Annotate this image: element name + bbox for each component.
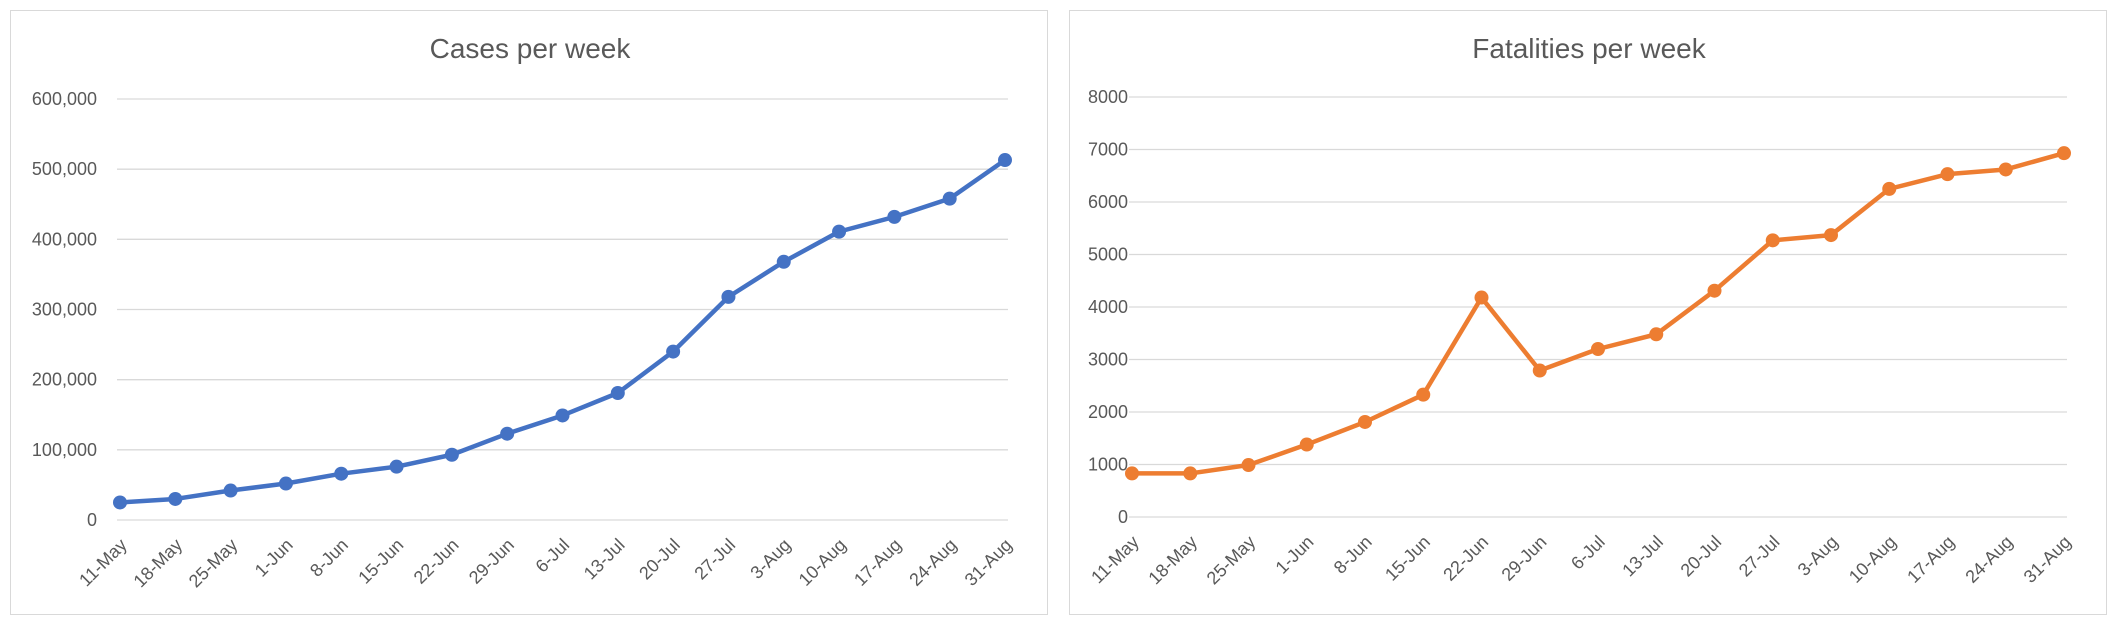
data-point	[1299, 437, 1314, 452]
data-point	[1241, 458, 1256, 473]
data-point	[998, 153, 1012, 168]
fatalities-chart-panel: Fatalities per week 0 1000 2000 3000 4000 500…	[1069, 10, 2107, 615]
x-tick-label: 24-Aug	[905, 535, 960, 590]
x-tick-label: 29-Jun	[465, 535, 518, 588]
x-tick-label: 20-Jul	[1677, 532, 1726, 581]
cases-chart-panel: Cases per week 0 100,000 200,000 300,000 400…	[10, 10, 1048, 615]
x-tick-label: 29-Jun	[1498, 532, 1551, 585]
data-point	[1940, 167, 1955, 182]
x-tick-label: 25-May	[185, 535, 242, 592]
data-point	[389, 459, 404, 474]
x-tick-label: 22-Jun	[410, 535, 463, 588]
x-tick-label: 10-Aug	[1845, 532, 1900, 587]
data-point	[1765, 233, 1780, 248]
x-tick-label: 8-Jun	[1330, 532, 1376, 578]
x-tick-label: 22-Jun	[1439, 532, 1492, 585]
y-tick-label: 100,000	[32, 440, 97, 460]
data-point	[555, 408, 570, 423]
y-tick-label: 7000	[1088, 140, 1128, 160]
chart-title: Cases per week	[430, 33, 632, 64]
data-point	[1649, 327, 1664, 342]
y-tick-label: 3000	[1088, 350, 1128, 370]
fatalities-line-chart: Fatalities per week 0 1000 2000 3000 4000 500…	[1087, 33, 2075, 589]
y-tick-label: 1000	[1088, 455, 1128, 475]
x-tick-label: 18-May	[1144, 532, 1201, 589]
data-point	[1532, 363, 1547, 378]
series-line	[1129, 150, 2067, 476]
x-tick-label: 17-Aug	[850, 535, 905, 590]
data-point	[666, 344, 681, 359]
y-tick-label: 0	[87, 510, 97, 530]
data-point	[2057, 146, 2071, 161]
data-point	[500, 426, 515, 441]
x-tick-label: 10-Aug	[795, 535, 850, 590]
data-point	[832, 224, 847, 239]
y-tick-label: 500,000	[32, 159, 97, 179]
x-tick-label: 24-Aug	[1961, 532, 2016, 587]
x-tick-label: 6-Jul	[1567, 532, 1609, 574]
x-tick-label: 6-Jul	[532, 535, 574, 577]
data-point	[776, 254, 791, 269]
y-tick-label: 300,000	[32, 300, 97, 320]
y-tick-label: 8000	[1088, 87, 1128, 107]
y-tick-label: 5000	[1088, 245, 1128, 265]
data-point	[1824, 228, 1838, 243]
data-point	[223, 483, 238, 498]
x-tick-label: 31-Aug	[2020, 532, 2075, 587]
y-tick-label: 6000	[1088, 192, 1128, 212]
x-tick-label: 18-May	[130, 535, 187, 592]
data-point	[887, 209, 902, 224]
x-tick-label: 3-Aug	[746, 535, 794, 583]
series-line	[117, 157, 1008, 505]
data-point	[1882, 181, 1897, 196]
data-point	[942, 191, 957, 206]
y-tick-label: 0	[1118, 507, 1128, 527]
x-tick-label: 31-Aug	[961, 535, 1016, 590]
data-point	[1707, 283, 1722, 298]
data-point	[444, 447, 459, 462]
y-tick-label: 400,000	[32, 229, 97, 249]
x-tick-label: 11-May	[1087, 532, 1143, 588]
y-tick-label: 2000	[1088, 402, 1128, 422]
data-point	[1474, 290, 1489, 305]
y-tick-label: 600,000	[32, 89, 97, 109]
data-point	[1416, 387, 1431, 402]
chart-title: Fatalities per week	[1472, 33, 1706, 64]
x-tick-label: 11-May	[75, 535, 131, 591]
data-point	[721, 289, 736, 304]
x-tick-label: 1-Jun	[251, 535, 297, 581]
data-point	[1125, 466, 1139, 481]
data-point	[278, 476, 293, 491]
data-point	[1358, 414, 1372, 429]
y-tick-label: 200,000	[32, 370, 97, 390]
x-tick-label: 13-Jul	[1618, 532, 1667, 581]
data-point	[1591, 342, 1605, 356]
x-tick-label: 8-Jun	[306, 535, 352, 581]
x-tick-label: 27-Jul	[690, 535, 739, 584]
data-point	[1998, 162, 2013, 177]
data-point	[1183, 466, 1198, 481]
x-tick-label: 15-Jun	[354, 535, 407, 588]
x-tick-label: 27-Jul	[1735, 532, 1784, 581]
x-tick-label: 20-Jul	[635, 535, 684, 584]
data-point	[610, 385, 625, 400]
x-tick-label: 3-Aug	[1794, 532, 1842, 580]
x-tick-label: 1-Jun	[1272, 532, 1318, 578]
x-tick-label: 17-Aug	[1903, 532, 1958, 587]
x-tick-label: 15-Jun	[1381, 532, 1434, 585]
data-point	[334, 466, 349, 481]
cases-line-chart: Cases per week 0 100,000 200,000 300,000 400…	[32, 33, 1016, 592]
data-point	[113, 495, 127, 510]
x-tick-label: 13-Jul	[580, 535, 629, 584]
data-point	[168, 491, 183, 506]
x-tick-label: 25-May	[1203, 532, 1260, 589]
y-tick-label: 4000	[1088, 297, 1128, 317]
